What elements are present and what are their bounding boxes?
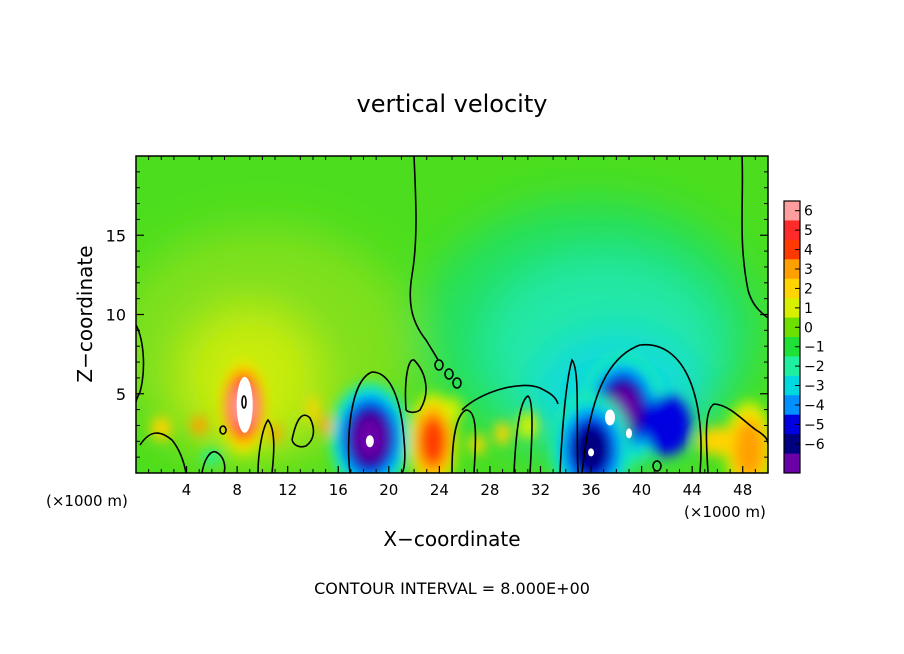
field-cell <box>697 427 738 456</box>
colorbar: 6 5 4 3 2 1 0 −1 −2 −3 −4 −5 −6 <box>783 200 825 474</box>
field-cell <box>517 411 538 440</box>
field-cell <box>642 395 691 456</box>
chart-title: vertical velocity <box>357 90 548 118</box>
downdraft-core <box>365 435 374 448</box>
colorbar-swatch <box>784 434 800 455</box>
colorbar-label: 6 <box>804 204 813 220</box>
downdraft-core <box>625 428 632 439</box>
y-tick-label: 5 <box>116 385 126 404</box>
zero-contour-cell <box>404 359 427 414</box>
colorbar-frame <box>783 200 801 474</box>
zero-contour-upper <box>409 156 439 361</box>
x-tick-label: 8 <box>232 481 242 499</box>
x-tick-label: 4 <box>182 481 192 499</box>
colorbar-label: −3 <box>804 379 825 395</box>
zero-contour-right-edge <box>741 156 768 319</box>
y-axis: 5 10 15 <box>106 171 768 458</box>
x-tick-label: 40 <box>632 481 651 499</box>
x-tick-label: 48 <box>733 481 752 499</box>
x-tick-label: 36 <box>581 481 600 499</box>
zero-contour-cell <box>201 450 226 473</box>
zero-contour-cell <box>139 432 187 473</box>
zero-contour-cell <box>451 409 477 473</box>
x-tick-label: 20 <box>379 481 398 499</box>
y-tick-label: 15 <box>106 226 126 245</box>
zero-contour-loop <box>452 377 462 389</box>
colorbar-label: 3 <box>804 262 813 278</box>
colorbar-swatch <box>784 201 800 221</box>
zero-contours <box>136 156 768 473</box>
colorbar-label: −6 <box>804 437 825 453</box>
colorbar-label: 2 <box>804 281 813 297</box>
zero-contour-cell <box>347 371 406 473</box>
x-tick-label: 32 <box>531 481 550 499</box>
updraft-cell <box>734 421 765 473</box>
x-tick-label: 12 <box>278 481 297 499</box>
y-tick-label: 10 <box>106 306 126 325</box>
zero-contour-cell <box>581 344 702 473</box>
zero-contour-ridge <box>461 384 559 411</box>
x-tick-label: 24 <box>430 481 449 499</box>
colorbar-swatch <box>784 298 800 319</box>
colorbar-swatch <box>784 337 800 357</box>
x-axis-title: X−coordinate <box>383 527 520 551</box>
updraft-cell <box>419 417 447 466</box>
downdraft-core <box>588 448 595 457</box>
plot-area <box>136 156 768 473</box>
zero-contour-loop <box>219 425 227 435</box>
zero-contour-cell <box>291 414 315 448</box>
zero-contour-cell <box>705 403 768 473</box>
x-tick-label: 28 <box>480 481 499 499</box>
zero-contour-loop <box>652 460 662 472</box>
colorbar-swatch <box>784 453 800 474</box>
zero-contour-loop <box>434 359 444 371</box>
colorbar-label: 1 <box>804 301 813 317</box>
zero-contour-cell <box>257 418 275 473</box>
zero-contour-loop <box>241 395 247 409</box>
x-axis-unit-right: (×1000 m) <box>684 503 766 521</box>
field-cell <box>319 415 332 436</box>
colorbar-label: 4 <box>804 243 813 259</box>
colorbar-label: −4 <box>804 398 825 414</box>
field-extremes <box>236 376 632 457</box>
colorbar-label: −2 <box>804 359 825 375</box>
field-cell <box>191 415 208 436</box>
updraft-core <box>236 376 253 433</box>
colorbar-label: −1 <box>804 340 825 356</box>
zero-contour-cell <box>513 395 533 473</box>
colorbar-swatch <box>784 356 800 377</box>
colorbar-swatch <box>784 317 800 338</box>
colorbar-swatch <box>784 220 800 241</box>
colorbar-swatch <box>784 375 800 396</box>
colorbar-swatch <box>784 414 800 435</box>
zero-contour-cell <box>559 358 579 473</box>
field-cell <box>306 395 319 424</box>
x-axis-unit-left: (×1000 m) <box>46 492 128 510</box>
field-cells <box>151 353 768 473</box>
colorbar-label: 5 <box>804 223 813 239</box>
colorbar-label: −5 <box>804 417 825 433</box>
colorbar-swatch <box>784 239 800 260</box>
downdraft-core <box>605 409 615 426</box>
y-axis-title: Z−coordinate <box>73 245 97 382</box>
field-cell <box>494 421 511 446</box>
zero-contour-loop <box>444 368 454 380</box>
field-cell <box>442 397 462 422</box>
field-cell <box>151 416 172 441</box>
colorbar-label: 0 <box>804 320 813 336</box>
colorbar-swatch <box>784 278 800 299</box>
colorbar-swatch <box>784 259 800 280</box>
contour-interval-footer: CONTOUR INTERVAL = 8.000E+00 <box>314 579 590 598</box>
colorbar-swatch <box>784 395 800 416</box>
x-axis: 4 8 12 16 20 24 28 32 36 40 44 48 <box>148 156 756 499</box>
x-tick-label: 16 <box>329 481 348 499</box>
x-tick-label: 44 <box>683 481 702 499</box>
field-cell <box>469 434 486 455</box>
